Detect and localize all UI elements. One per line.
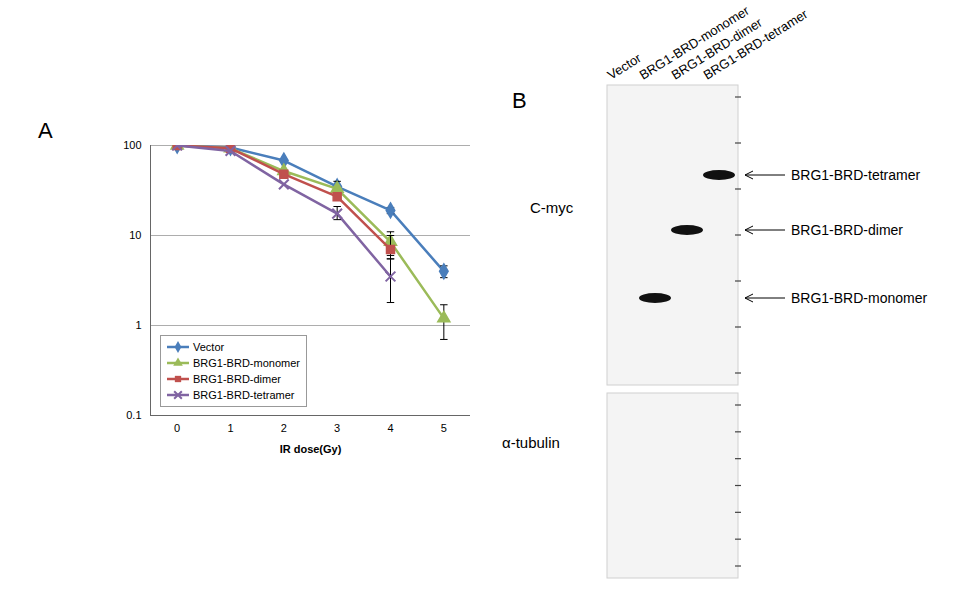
svg-text:100: 100 xyxy=(123,139,141,151)
svg-text:0: 0 xyxy=(174,422,180,434)
svg-text:C-myc: C-myc xyxy=(530,199,574,216)
html-text:B: B xyxy=(512,88,527,113)
svg-text:IR dose(Gy): IR dose(Gy) xyxy=(280,443,342,455)
html-text:BRG1-BRD-dimer: BRG1-BRD-dimer xyxy=(193,373,281,385)
svg-text:BRG1-BRD-tetramer: BRG1-BRD-tetramer xyxy=(791,167,920,183)
svg-text:BRG1-BRD-monomer: BRG1-BRD-monomer xyxy=(791,290,927,306)
svg-text:BRG1-BRD-dimer: BRG1-BRD-dimer xyxy=(668,14,765,83)
svg-text:4: 4 xyxy=(387,422,393,434)
svg-text:2: 2 xyxy=(281,422,287,434)
svg-text:α-tubulin: α-tubulin xyxy=(502,434,560,451)
svg-text:1: 1 xyxy=(135,319,141,331)
html-text:Vector: Vector xyxy=(193,341,225,353)
svg-text:0.1: 0.1 xyxy=(126,409,141,421)
html-text:BRG1-BRD-tetramer: BRG1-BRD-tetramer xyxy=(193,389,295,401)
svg-text:BRG1-BRD-dimer: BRG1-BRD-dimer xyxy=(791,222,903,238)
svg-text:BRG1-BRD-tetramer: BRG1-BRD-tetramer xyxy=(701,6,811,83)
html-text:A: A xyxy=(38,118,53,143)
svg-text:5: 5 xyxy=(441,422,447,434)
svg-text:BRG1-BRD-monomer: BRG1-BRD-monomer xyxy=(636,2,752,83)
svg-text:Vector: Vector xyxy=(605,50,645,83)
svg-text:1: 1 xyxy=(227,422,233,434)
svg-text:10: 10 xyxy=(129,229,141,241)
html-text:BRG1-BRD-monomer: BRG1-BRD-monomer xyxy=(193,357,300,369)
svg-text:3: 3 xyxy=(334,422,340,434)
